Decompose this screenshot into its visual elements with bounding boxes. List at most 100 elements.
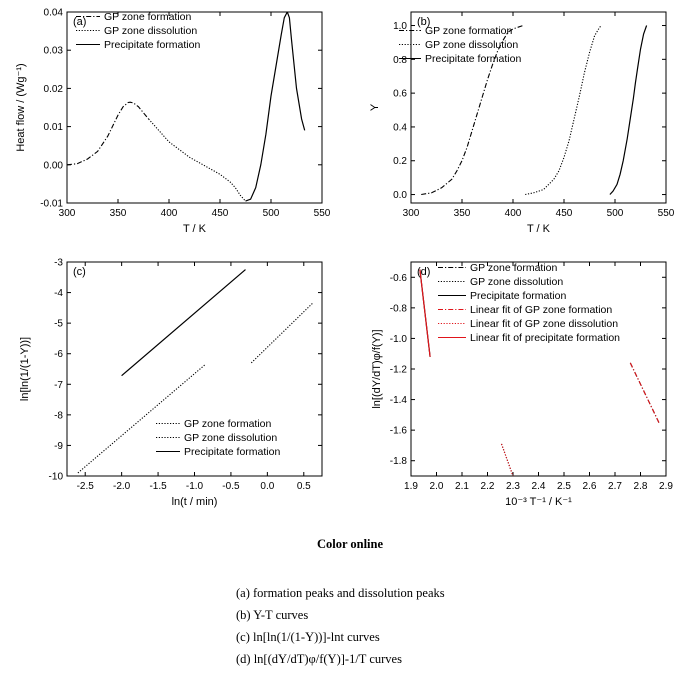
- caption-b: (b) Y-T curves: [236, 608, 309, 622]
- y-tick-label: 0.4: [393, 122, 407, 133]
- y-axis-title: ln[(dY/dT)φ/f(Y)]: [371, 329, 383, 408]
- series-line-3: [609, 25, 648, 195]
- x-tick-label: 1.9: [404, 481, 418, 492]
- x-tick-label: 550: [658, 208, 675, 219]
- x-axis-title: T / K: [527, 223, 551, 235]
- y-tick-label: 0.01: [44, 122, 64, 133]
- x-tick-label: 2.3: [506, 481, 520, 492]
- legend-label: GP zone formation: [470, 262, 558, 274]
- x-axis-title: ln(t / min): [172, 496, 218, 508]
- y-tick-label: 0.03: [44, 46, 64, 57]
- x-axis-title: 10⁻³ T⁻¹ / K⁻¹: [505, 496, 572, 508]
- x-tick-label: 350: [110, 208, 127, 219]
- x-tick-label: 2.0: [430, 481, 444, 492]
- series-line-3: [245, 12, 306, 202]
- y-tick-label: -6: [54, 349, 63, 360]
- legend-label: GP zone dissolution: [104, 25, 197, 37]
- y-tick-label: 0.0: [393, 190, 407, 201]
- y-tick-label: 0.6: [393, 89, 407, 100]
- y-axis-title: ln[ln(1/(1-Y))]: [19, 337, 31, 401]
- x-tick-label: -0.5: [222, 481, 240, 492]
- x-tick-label: 2.7: [608, 481, 622, 492]
- series-line-2: [250, 302, 313, 364]
- chart-panel-a: 300 350 400 450 500 550 -0.01 0.00 0.01 0.02 0.03 0…: [15, 8, 331, 236]
- legend-label: GP zone formation: [104, 11, 192, 23]
- chart-panel-d: 1.9 2.0 2.1 2.2 2.3 2.4 2.5 2.6 2.7 2.8 2.9 -1.8 -1.…: [371, 261, 673, 508]
- x-tick-label: -1.0: [186, 481, 204, 492]
- series-line-3: [121, 269, 246, 377]
- caption-list: (a) formation peaks and dissolution peak…: [236, 582, 445, 670]
- y-tick-label: -9: [54, 441, 63, 452]
- x-tick-label: 550: [314, 208, 331, 219]
- x-tick-label: 400: [161, 208, 178, 219]
- x-tick-label: 450: [556, 208, 573, 219]
- y-tick-label: -4: [54, 288, 63, 299]
- x-tick-label: 2.9: [659, 481, 673, 492]
- series-line-6: [419, 269, 431, 357]
- y-tick-label: -1.6: [390, 426, 408, 437]
- legend-label: GP zone dissolution: [184, 432, 277, 444]
- x-tick-label: 2.1: [455, 481, 469, 492]
- x-tick-label: -2.0: [113, 481, 131, 492]
- y-tick-label: 0.02: [44, 84, 64, 95]
- y-tick-label: 0.8: [393, 55, 407, 66]
- y-tick-label: -1.8: [390, 456, 408, 467]
- series-line-5: [500, 443, 514, 476]
- y-tick-label: -8: [54, 410, 63, 421]
- panel-label: (b): [417, 16, 430, 28]
- legend-label: Precipitate formation: [425, 53, 521, 65]
- y-tick-label: 0.04: [44, 8, 64, 19]
- legend-label: Linear fit of GP zone formation: [470, 304, 612, 316]
- x-tick-label: -1.5: [149, 481, 167, 492]
- y-tick-label: -0.6: [390, 273, 408, 284]
- legend-label: GP zone dissolution: [425, 39, 518, 51]
- x-tick-label: 2.4: [532, 481, 546, 492]
- x-tick-label: 0.5: [297, 481, 311, 492]
- legend-label: Precipitate formation: [470, 290, 566, 302]
- y-tick-label: -3: [54, 258, 63, 269]
- legend-label: GP zone dissolution: [470, 276, 563, 288]
- plot-frame: [66, 11, 323, 204]
- y-tick-label: 0.2: [393, 156, 407, 167]
- panel-label: (c): [73, 266, 86, 278]
- y-tick-label: -5: [54, 319, 63, 330]
- y-tick-label: -7: [54, 380, 63, 391]
- y-tick-label: -0.8: [390, 303, 408, 314]
- caption-d: (d) ln[(dY/dT)φ/f(Y)]-1/T curves: [236, 652, 402, 666]
- x-tick-label: 500: [263, 208, 280, 219]
- x-tick-label: 300: [59, 208, 76, 219]
- legend-label: GP zone formation: [184, 418, 272, 430]
- y-tick-label: 1.0: [393, 21, 407, 32]
- y-tick-label: -10: [49, 472, 64, 483]
- y-axis-title: Heat flow / (Wg⁻¹): [15, 63, 27, 151]
- x-tick-label: -2.5: [77, 481, 95, 492]
- x-tick-label: 350: [454, 208, 471, 219]
- chart-panel-b: 300 350 400 450 500 550 0.0 0.2 0.4 0.6 0.8 1.0 (b) T…: [369, 11, 675, 235]
- x-tick-label: 0.0: [260, 481, 274, 492]
- legend-label: Linear fit of GP zone dissolution: [470, 318, 618, 330]
- series-line-1: [421, 24, 524, 196]
- series-line-2: [525, 25, 603, 196]
- x-tick-label: 450: [212, 208, 229, 219]
- y-tick-label: 0.00: [44, 160, 64, 171]
- series-line-4: [629, 362, 661, 425]
- legend-label: Linear fit of precipitate formation: [470, 332, 620, 344]
- x-tick-label: 2.2: [481, 481, 495, 492]
- x-tick-label: 400: [505, 208, 522, 219]
- y-axis-title: Y: [369, 103, 381, 111]
- x-axis-title: T / K: [183, 223, 207, 235]
- panel-label: (d): [417, 266, 430, 278]
- legend-label: Precipitate formation: [104, 39, 200, 51]
- y-tick-label: -1.2: [390, 365, 408, 376]
- caption-c: (c) ln[ln(1/(1-Y))]-lnt curves: [236, 630, 380, 644]
- series-line-2: [148, 118, 246, 202]
- legend-label: Precipitate formation: [184, 446, 280, 458]
- x-tick-label: 2.6: [583, 481, 597, 492]
- x-tick-label: 2.8: [634, 481, 648, 492]
- x-tick-label: 300: [403, 208, 420, 219]
- x-tick-label: 500: [607, 208, 624, 219]
- y-tick-label: -1.0: [390, 334, 408, 345]
- caption-a: (a) formation peaks and dissolution peak…: [236, 586, 445, 600]
- legend-label: GP zone formation: [425, 25, 513, 37]
- figure: 300 350 400 450 500 550-0.010.000.010.020.030…: [15, 8, 675, 509]
